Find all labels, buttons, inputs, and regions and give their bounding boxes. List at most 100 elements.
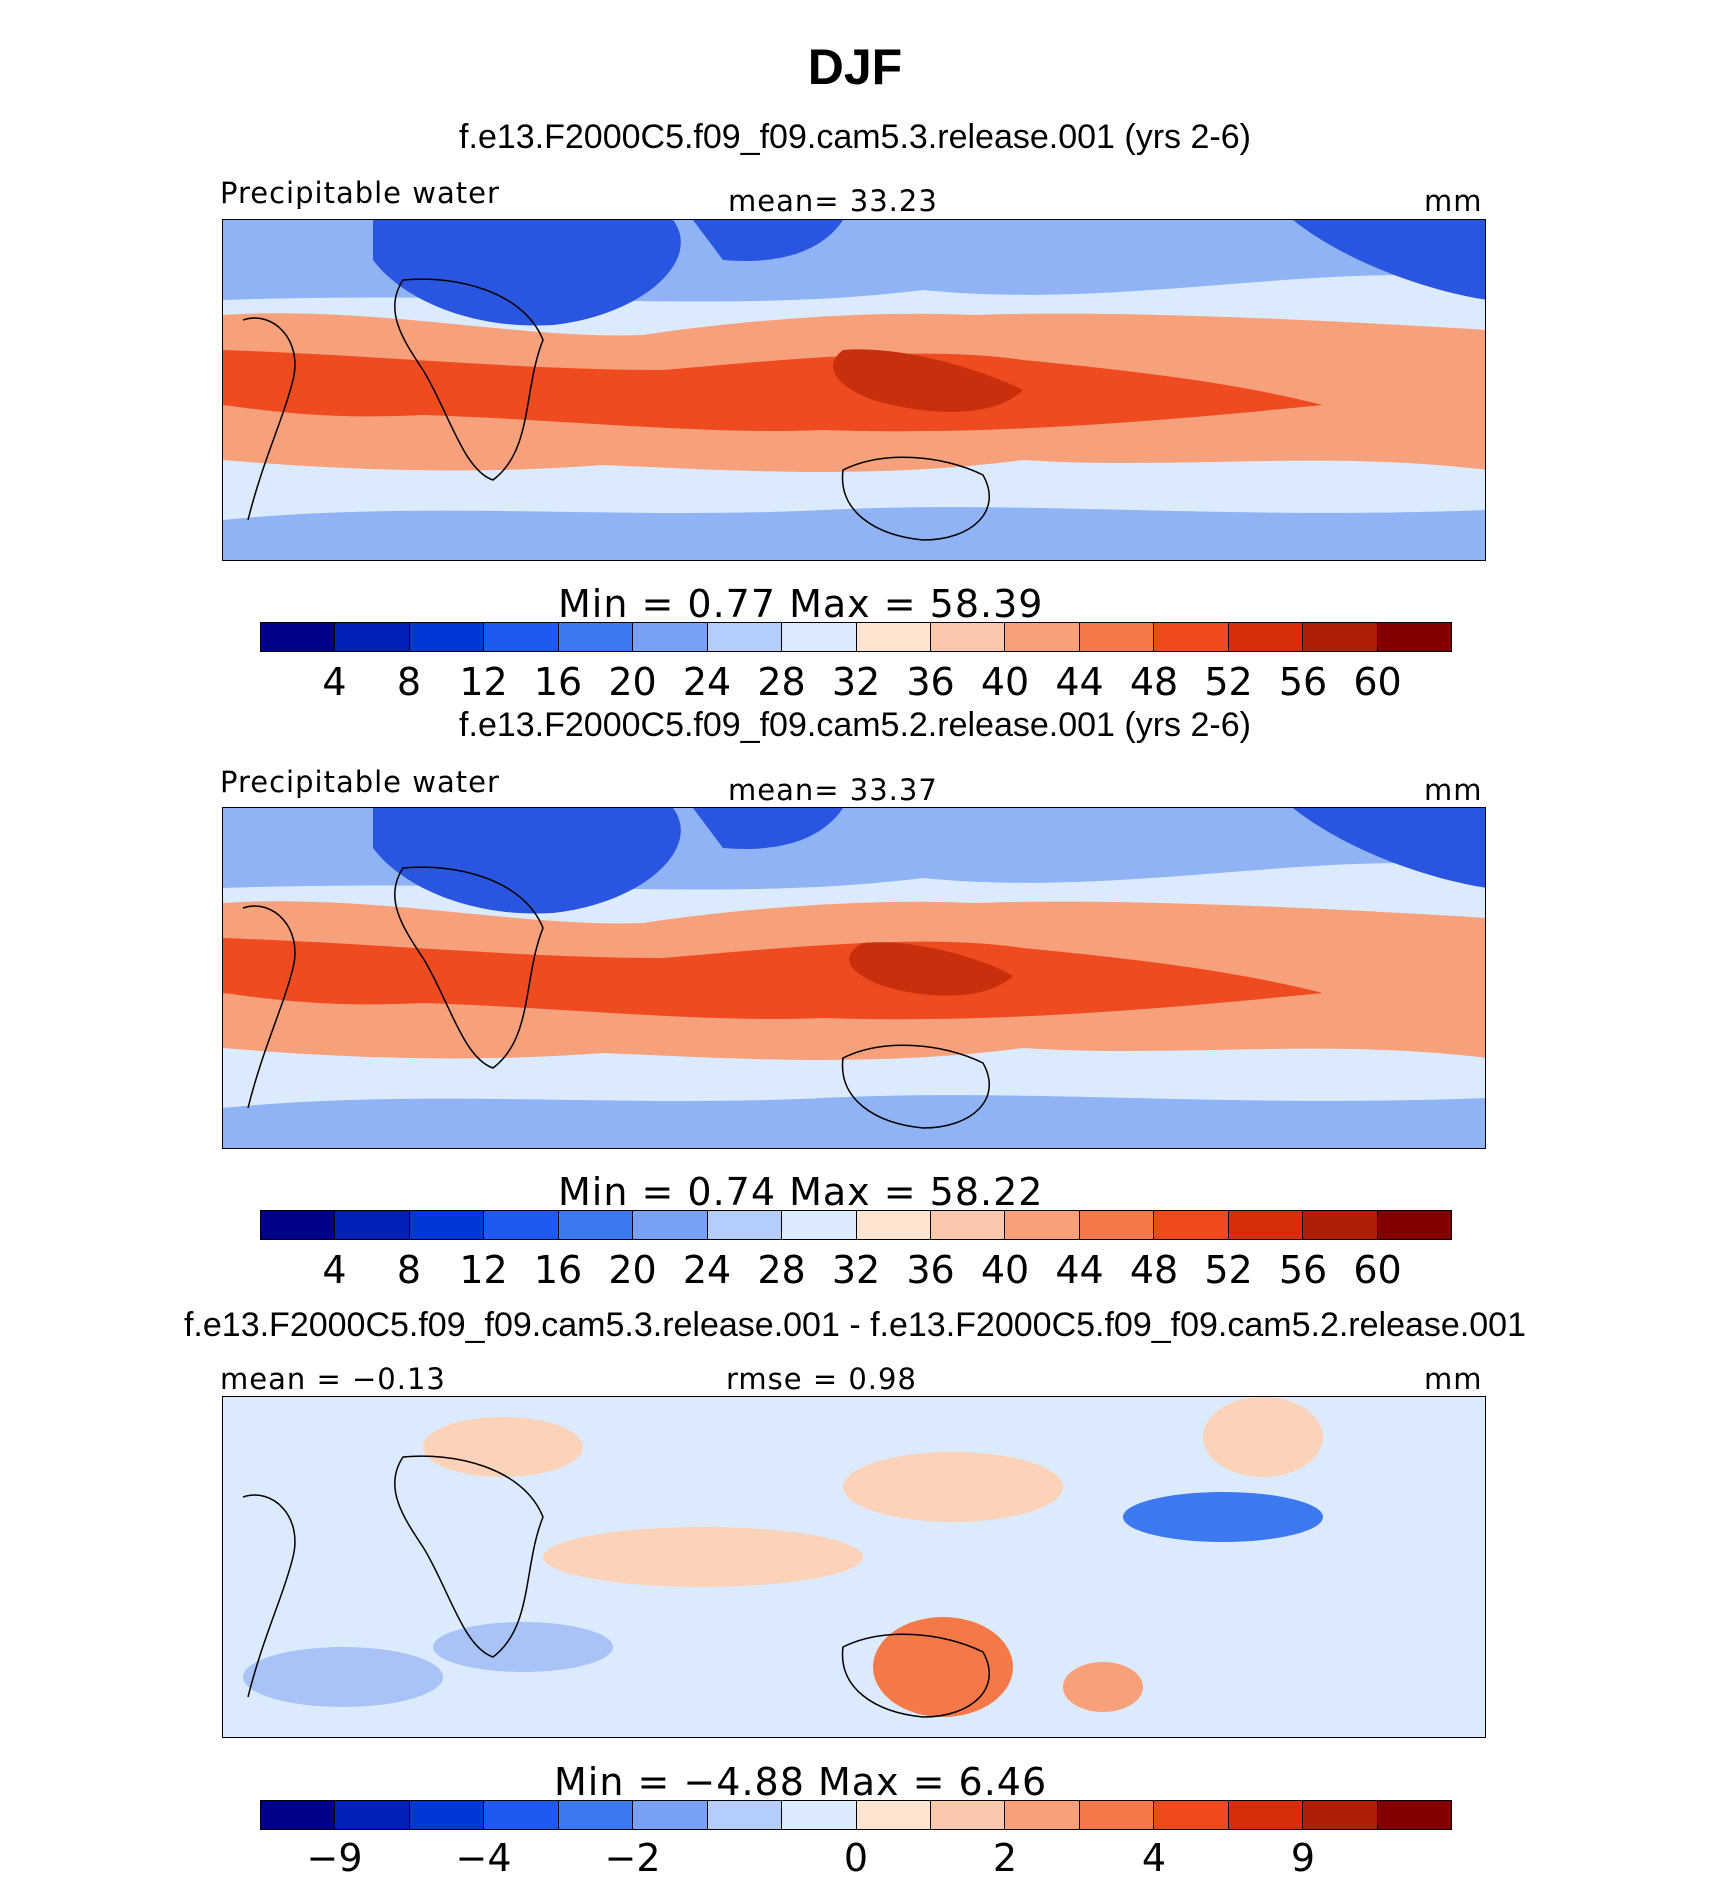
colorbar-tick-label: 4 [1141, 1836, 1167, 1880]
sahara-dry-region [373, 220, 681, 326]
colorbar-tick-label: 0 [843, 1836, 869, 1880]
colorbar-tick-label: 36 [906, 1248, 955, 1292]
panel-3-map [222, 1396, 1486, 1738]
colorbar-tick-label: 32 [831, 1248, 881, 1292]
panel-1-title: f.e13.F2000C5.f09_f09.cam5.3.release.001… [459, 118, 1251, 156]
colorbar-swatch-2-15 [1303, 1211, 1378, 1239]
warm-pool-max [833, 349, 1023, 412]
colorbar-swatch-1-13 [1154, 623, 1229, 651]
colorbar-swatch-3-4 [484, 1801, 559, 1829]
south-america-coastline [242, 1494, 296, 1698]
north-america-dry-region [1293, 808, 1485, 888]
colorbar-swatch-1-3 [409, 623, 485, 651]
panel-1-minmax: Min = 0.77 Max = 58.39 [558, 582, 1044, 626]
panel-3-units-label: mm [1424, 1362, 1483, 1396]
southern-dry-band [223, 507, 1485, 560]
colorbar-tick-label: 2 [992, 1836, 1018, 1880]
north-america-dry-region [1293, 220, 1485, 300]
colorbar-tick-label: 28 [757, 660, 806, 704]
colorbar-swatch-2-16 [1377, 1211, 1451, 1239]
colorbar-tick-label: 24 [682, 660, 732, 704]
panel-2-title: f.e13.F2000C5.f09_f09.cam5.2.release.001… [459, 706, 1251, 744]
colorbar-tick-label: 48 [1129, 1248, 1179, 1292]
colorbar-tick-label: 40 [980, 1248, 1030, 1292]
positive-anomaly [543, 1527, 863, 1587]
warm-pool-max [849, 942, 1013, 996]
colorbar-swatch-1-8 [782, 623, 857, 651]
africa-coastline [394, 278, 544, 481]
colorbar-swatch-3-1 [261, 1801, 336, 1829]
negative-anomaly [243, 1647, 443, 1707]
colorbar-tick-label: 60 [1353, 660, 1402, 704]
sahara-dry-region [373, 808, 681, 914]
colorbar-tick-label: 12 [459, 660, 508, 704]
colorbar-swatch-1-4 [484, 623, 559, 651]
colorbar-tick-label: 36 [906, 660, 955, 704]
colorbar-swatch-3-13 [1154, 1801, 1229, 1829]
south-america-coastline [242, 317, 296, 521]
colorbar-tick-label: −9 [306, 1836, 363, 1880]
colorbar-swatch-1-7 [707, 623, 783, 651]
colorbar-swatch-1-2 [335, 623, 410, 651]
colorbar-swatch-2-7 [707, 1211, 783, 1239]
colorbar-tick-label: 60 [1353, 1248, 1402, 1292]
colorbar-tick-label: 24 [682, 1248, 732, 1292]
colorbar-swatch-3-7 [707, 1801, 783, 1829]
panel-1-map [222, 219, 1486, 561]
south-america-coastline [242, 905, 296, 1109]
colorbar-tick-label: 40 [980, 660, 1030, 704]
colorbar-swatch-1-12 [1079, 623, 1155, 651]
colorbar-swatch-3-15 [1303, 1801, 1378, 1829]
colorbar-tick-label: 44 [1055, 1248, 1104, 1292]
panel-2-minmax: Min = 0.74 Max = 58.22 [558, 1170, 1044, 1214]
colorbar-tick-label: −2 [604, 1836, 661, 1880]
colorbar-swatch-2-5 [558, 1211, 634, 1239]
africa-coastline [394, 1455, 544, 1658]
colorbar-swatch-1-5 [558, 623, 634, 651]
colorbar-tick-label: 4 [322, 660, 347, 704]
australia-coastline [841, 1044, 990, 1129]
itcz-high-band [223, 938, 1323, 1020]
colorbar-tick-label: 52 [1204, 1248, 1253, 1292]
colorbar-swatch-3-3 [409, 1801, 485, 1829]
colorbar-swatch-1-1 [261, 623, 336, 651]
panel-2-colorbar [260, 1210, 1452, 1240]
colorbar-tick-label: 8 [396, 1248, 422, 1292]
colorbar-tick-label: 56 [1278, 1248, 1328, 1292]
colorbar-tick-label: 48 [1129, 660, 1179, 704]
itcz-high-band [223, 350, 1323, 432]
panel-1-units-label: mm [1424, 184, 1483, 218]
colorbar-tick-label: 8 [396, 660, 422, 704]
panel-1-mean-label: mean= 33.23 [728, 184, 938, 218]
colorbar-tick-label: 44 [1055, 660, 1104, 704]
colorbar-swatch-1-9 [856, 623, 931, 651]
southern-dry-band [223, 1095, 1485, 1148]
colorbar-tick-label: 56 [1278, 660, 1328, 704]
colorbar-tick-label: 4 [322, 1248, 347, 1292]
australia-coastline [841, 456, 990, 541]
panel-3-rmse-label: rmse = 0.98 [726, 1362, 917, 1396]
asia-dry-region [693, 808, 843, 849]
colorbar-swatch-2-11 [1005, 1211, 1080, 1239]
panel-2-units-label: mm [1424, 773, 1483, 807]
colorbar-swatch-1-15 [1303, 623, 1378, 651]
colorbar-tick-label: 28 [757, 1248, 806, 1292]
colorbar-swatch-2-13 [1154, 1211, 1229, 1239]
colorbar-swatch-2-1 [261, 1211, 336, 1239]
panel-3-colorbar [260, 1800, 1452, 1830]
colorbar-tick-label: 9 [1290, 1836, 1316, 1880]
positive-anomaly [1203, 1397, 1323, 1477]
panel-3-title: f.e13.F2000C5.f09_f09.cam5.3.release.001… [183, 1306, 1526, 1344]
colorbar-swatch-2-6 [633, 1211, 708, 1239]
colorbar-swatch-3-2 [335, 1801, 410, 1829]
positive-anomaly [1063, 1662, 1143, 1712]
colorbar-swatch-2-2 [335, 1211, 410, 1239]
colorbar-swatch-3-14 [1228, 1801, 1304, 1829]
colorbar-tick-label: 32 [831, 660, 881, 704]
colorbar-swatch-3-16 [1377, 1801, 1451, 1829]
colorbar-swatch-1-16 [1377, 623, 1451, 651]
panel-2-map [222, 807, 1486, 1149]
colorbar-swatch-3-11 [1005, 1801, 1080, 1829]
colorbar-swatch-2-9 [856, 1211, 931, 1239]
panel-2-variable-label: Precipitable water [220, 765, 500, 799]
